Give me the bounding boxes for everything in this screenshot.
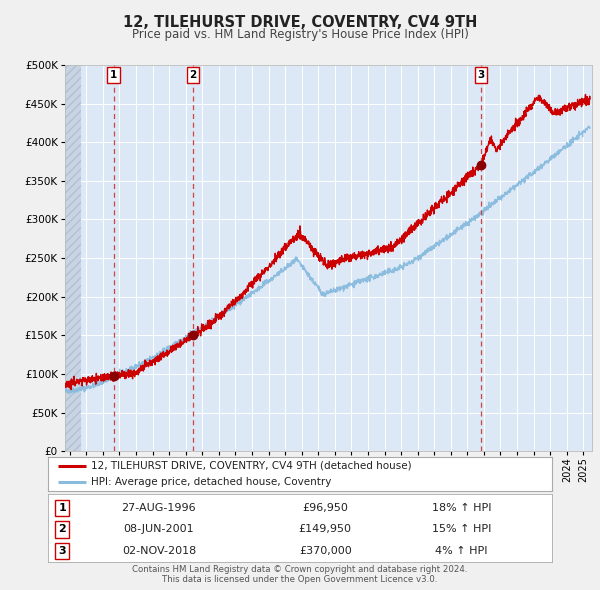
Text: 1: 1 bbox=[58, 503, 66, 513]
Text: £370,000: £370,000 bbox=[299, 546, 352, 556]
Bar bbox=[65, 65, 82, 451]
Bar bbox=[65, 65, 82, 451]
Text: 4% ↑ HPI: 4% ↑ HPI bbox=[435, 546, 488, 556]
Text: 1: 1 bbox=[110, 70, 117, 80]
Text: 08-JUN-2001: 08-JUN-2001 bbox=[124, 525, 194, 535]
Text: 12, TILEHURST DRIVE, COVENTRY, CV4 9TH (detached house): 12, TILEHURST DRIVE, COVENTRY, CV4 9TH (… bbox=[91, 461, 412, 471]
Text: Price paid vs. HM Land Registry's House Price Index (HPI): Price paid vs. HM Land Registry's House … bbox=[131, 28, 469, 41]
Text: 18% ↑ HPI: 18% ↑ HPI bbox=[431, 503, 491, 513]
Text: 2: 2 bbox=[190, 70, 197, 80]
Text: 15% ↑ HPI: 15% ↑ HPI bbox=[431, 525, 491, 535]
Text: 02-NOV-2018: 02-NOV-2018 bbox=[122, 546, 196, 556]
Text: £96,950: £96,950 bbox=[302, 503, 348, 513]
Text: Contains HM Land Registry data © Crown copyright and database right 2024.: Contains HM Land Registry data © Crown c… bbox=[132, 565, 468, 573]
Text: 27-AUG-1996: 27-AUG-1996 bbox=[122, 503, 196, 513]
Text: 12, TILEHURST DRIVE, COVENTRY, CV4 9TH: 12, TILEHURST DRIVE, COVENTRY, CV4 9TH bbox=[123, 15, 477, 30]
Text: This data is licensed under the Open Government Licence v3.0.: This data is licensed under the Open Gov… bbox=[163, 575, 437, 584]
Text: 2: 2 bbox=[58, 525, 66, 535]
Text: £149,950: £149,950 bbox=[299, 525, 352, 535]
Text: HPI: Average price, detached house, Coventry: HPI: Average price, detached house, Cove… bbox=[91, 477, 331, 487]
Text: 3: 3 bbox=[478, 70, 485, 80]
Text: 3: 3 bbox=[58, 546, 66, 556]
